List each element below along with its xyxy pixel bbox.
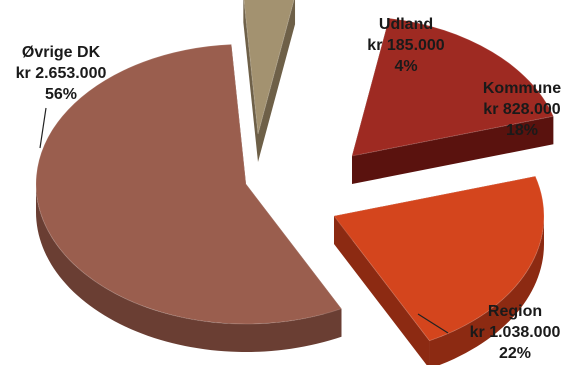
- label-ovrige-dk-amount: kr 2.653.000: [15, 65, 107, 82]
- label-region-percent: 22%: [498, 345, 532, 362]
- label-region-amount: kr 1.038.000: [469, 324, 561, 341]
- pie-slice-region-rim-0: [429, 216, 544, 365]
- label-ovrige-dk-percent: 56%: [44, 86, 78, 103]
- label-kommune: Kommune kr 828.000 18%: [472, 78, 569, 141]
- pie-slice-udland: [243, 0, 296, 162]
- pie-slice-region: [333, 175, 545, 365]
- pie-slice-udland-wall-1: [258, 0, 296, 162]
- pie-slice-ovrige-dk-top: [35, 43, 343, 325]
- pie-slice-kommune: [351, 17, 555, 184]
- label-region: Region kr 1.038.000 22%: [455, 301, 569, 364]
- leader-line-region: [417, 313, 449, 334]
- pie-slice-ovrige-dk-rim-0: [36, 184, 342, 352]
- label-kommune-name: Kommune: [482, 80, 562, 97]
- label-udland-name: Udland: [378, 16, 434, 33]
- pie-slice-kommune-wall-1: [352, 116, 554, 184]
- pie-slice-region-wall-1: [334, 216, 430, 365]
- pie-slice-udland-top: [243, 0, 295, 135]
- leader-line-ovrige-dk: [39, 107, 47, 149]
- pie-slice-kommune-top: [351, 17, 555, 157]
- label-kommune-percent: 18%: [505, 122, 539, 139]
- label-ovrige-dk: Øvrige DK kr 2.653.000 56%: [6, 42, 116, 105]
- label-region-name: Region: [487, 303, 543, 320]
- label-udland-percent: 4%: [394, 58, 418, 75]
- label-udland-amount: kr 185.000: [367, 37, 445, 54]
- pie-slice-region-top: [333, 175, 545, 342]
- pie-slice-ovrige-dk: [35, 43, 343, 352]
- pie-slice-udland-wall-0: [243, 0, 258, 162]
- label-udland: Udland kr 185.000 4%: [356, 14, 456, 77]
- label-ovrige-dk-name: Øvrige DK: [21, 44, 101, 61]
- label-kommune-amount: kr 828.000: [483, 101, 561, 118]
